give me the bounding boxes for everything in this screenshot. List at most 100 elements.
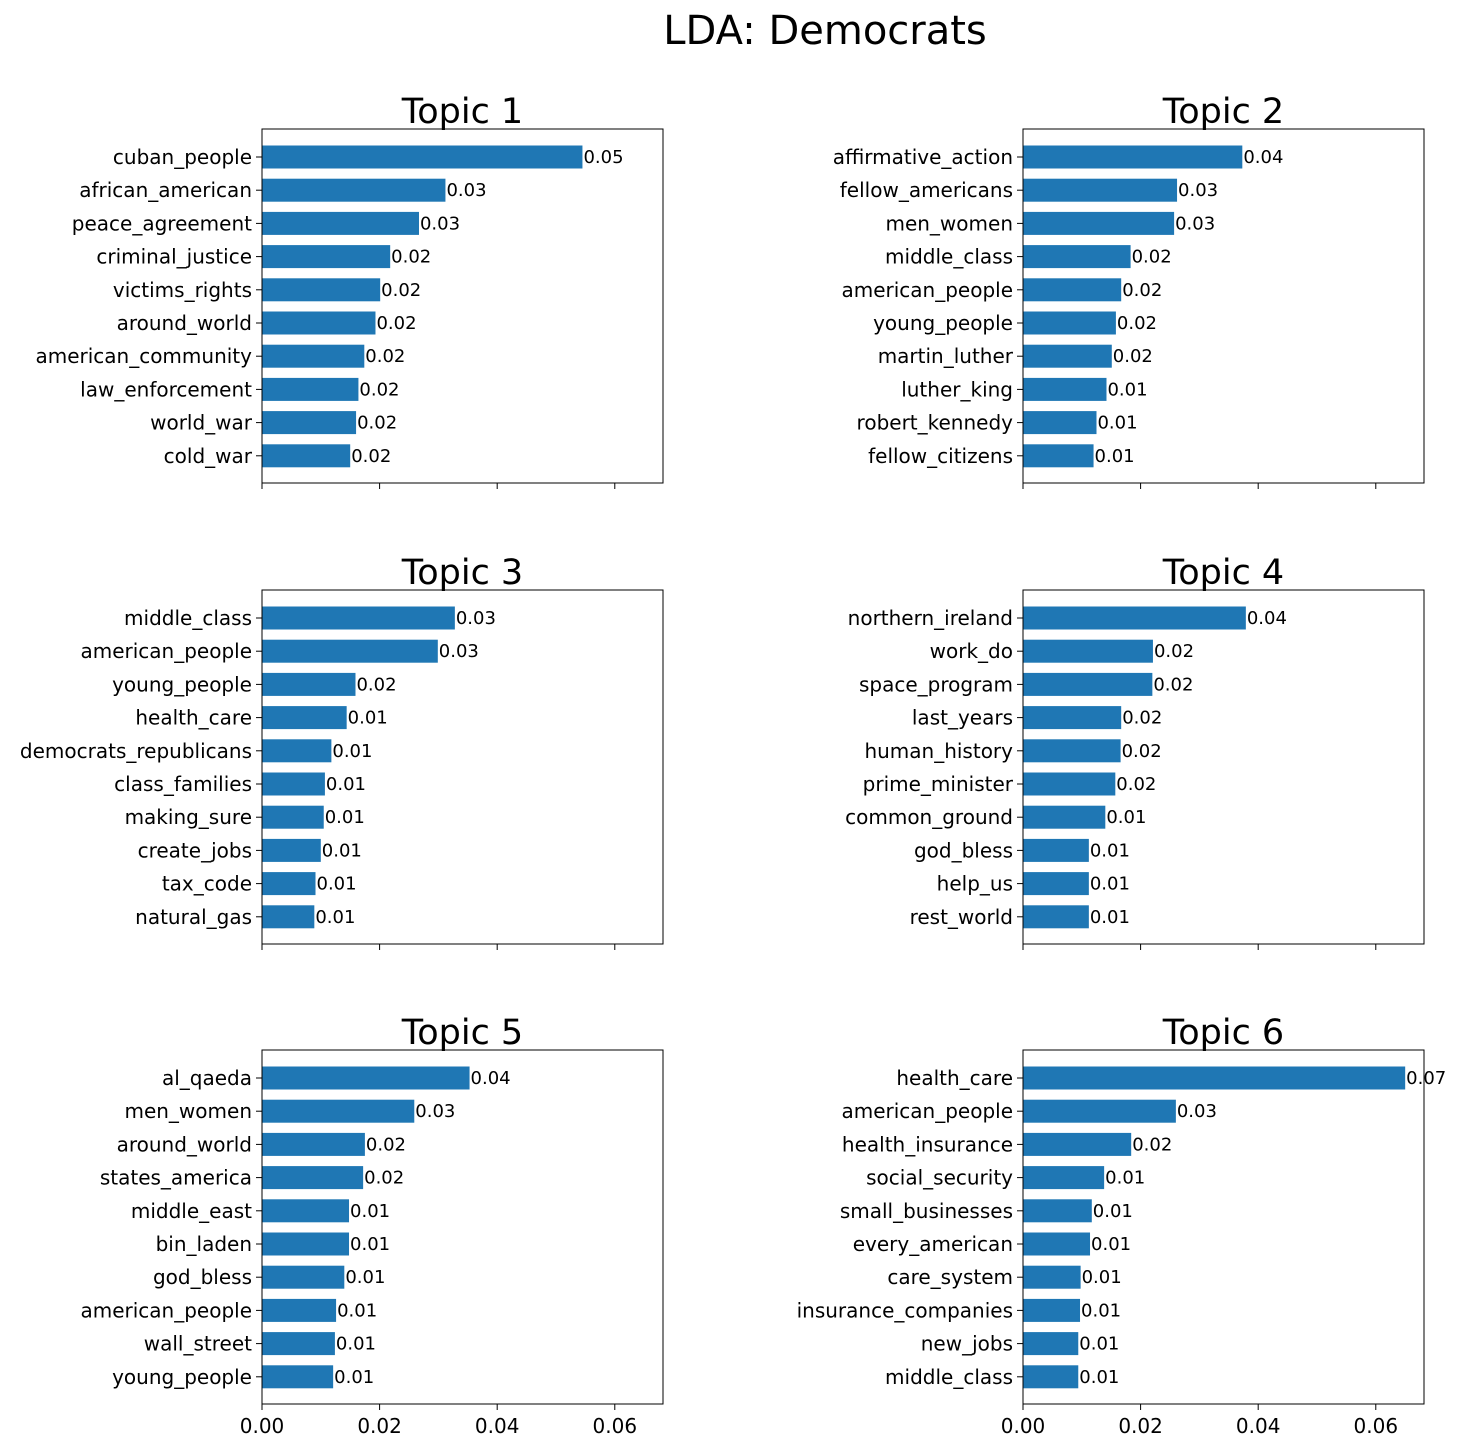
topic-4-value-label: 0.01 — [1090, 907, 1130, 928]
topic-3-category-label: tax_code — [162, 872, 252, 896]
topic-5-bar — [262, 1298, 337, 1322]
topic-6-xtick-label: 0.00 — [1001, 1414, 1046, 1438]
topic-1-category-label: peace_agreement — [72, 211, 252, 235]
topic-5-value-label: 0.02 — [364, 1168, 404, 1189]
topic-6-value-label: 0.01 — [1079, 1367, 1119, 1388]
topic-1-category-label: criminal_justice — [96, 245, 252, 269]
topic-2-category-label: robert_kennedy — [857, 411, 1014, 435]
topic-6-category-label: care_system — [887, 1265, 1013, 1289]
topic-6-category-label: new_jobs — [921, 1332, 1013, 1356]
topic-6-bar — [1023, 1298, 1081, 1322]
topic-6-bar — [1023, 1166, 1105, 1190]
topic-1-bar — [262, 245, 391, 269]
topic-1-category-label: african_american — [79, 178, 252, 202]
topic-2-title: Topic 2 — [1162, 92, 1284, 132]
topic-4-category-label: space_program — [859, 672, 1013, 696]
topic-6-value-label: 0.01 — [1082, 1267, 1122, 1288]
topic-4-value-label: 0.02 — [1116, 774, 1156, 795]
topic-6-value-label: 0.01 — [1079, 1334, 1119, 1355]
topic-2-bar — [1023, 145, 1243, 169]
topic-1-bar — [262, 278, 381, 302]
topic-4-category-label: god_bless — [914, 838, 1013, 862]
topic-3-category-label: democrats_republicans — [20, 739, 252, 763]
topic-2-category-label: fellow_americans — [840, 178, 1013, 202]
topic-6-category-label: middle_class — [885, 1365, 1013, 1389]
topic-2-axes-frame — [1022, 128, 1425, 484]
topic-1-value-label: 0.02 — [359, 379, 399, 400]
topic-1-bar — [262, 344, 365, 368]
topic-1-category-label: world_war — [150, 411, 253, 435]
topic-3-panel: Topic 3 middle_class 0.03 american_people 0.… — [20, 553, 664, 950]
topic-4-bar — [1023, 639, 1153, 663]
topic-6-value-label: 0.01 — [1081, 1300, 1121, 1321]
topic-1-bar — [262, 178, 446, 202]
topic-2-bar — [1023, 211, 1175, 235]
topic-2-category-label: luther_king — [901, 377, 1013, 401]
topic-5-value-label: 0.01 — [350, 1201, 390, 1222]
topic-2-bar — [1023, 245, 1131, 269]
topic-1-title: Topic 1 — [401, 92, 523, 132]
topic-5-category-label: around_world — [117, 1132, 252, 1156]
topic-4-bar — [1023, 706, 1122, 730]
topic-4-title: Topic 4 — [1162, 553, 1284, 593]
topic-6-category-label: health_care — [896, 1066, 1013, 1090]
topic-5-value-label: 0.03 — [415, 1101, 455, 1122]
topic-5-title: Topic 5 — [401, 1013, 523, 1053]
topic-5-bar — [262, 1365, 334, 1389]
topic-1-category-label: around_world — [117, 311, 252, 335]
topic-1-value-label: 0.02 — [351, 446, 391, 467]
topic-6-value-label: 0.01 — [1093, 1201, 1133, 1222]
topic-3-axes-frame — [261, 589, 664, 945]
topic-3-bar — [262, 772, 325, 796]
topic-2-panel: Topic 2 affirmative_action 0.04 fellow_amer… — [833, 92, 1425, 489]
topic-4-bar — [1023, 739, 1121, 763]
topic-6-category-label: every_american — [853, 1232, 1013, 1256]
topic-4-category-label: prime_minister — [863, 772, 1014, 796]
topic-3-category-label: health_care — [135, 706, 252, 730]
topic-1-value-label: 0.05 — [583, 147, 623, 168]
topic-1-category-label: cuban_people — [113, 145, 252, 169]
topic-3-bar — [262, 838, 321, 862]
topic-2-bar — [1023, 344, 1112, 368]
topic-1-bar — [262, 444, 351, 468]
topic-4-category-label: work_do — [930, 639, 1013, 663]
topic-3-value-label: 0.01 — [348, 708, 388, 729]
topic-4-bar — [1023, 872, 1089, 896]
topic-5-category-label: american_people — [80, 1298, 252, 1322]
topic-2-value-label: 0.04 — [1243, 147, 1283, 168]
topic-3-value-label: 0.01 — [326, 774, 366, 795]
topic-3-value-label: 0.01 — [322, 840, 362, 861]
topic-6-title: Topic 6 — [1162, 1013, 1284, 1053]
topic-5-bar — [262, 1232, 350, 1256]
topic-1-category-label: victims_rights — [113, 278, 252, 302]
topic-6-axes-frame — [1022, 1049, 1425, 1405]
topic-1-bar — [262, 145, 583, 169]
topic-3-bar — [262, 805, 324, 829]
topic-6-xtick-label: 0.02 — [1118, 1414, 1163, 1438]
topic-4-value-label: 0.02 — [1122, 708, 1162, 729]
topic-2-value-label: 0.02 — [1117, 313, 1157, 334]
topic-3-value-label: 0.01 — [325, 807, 365, 828]
topic-3-category-label: natural_gas — [135, 905, 252, 929]
topic-5-bar — [262, 1265, 345, 1289]
topic-4-axes-frame — [1022, 589, 1425, 945]
topic-3-category-label: middle_class — [124, 606, 252, 630]
topic-5-category-label: states_america — [100, 1166, 252, 1190]
topic-1-value-label: 0.03 — [420, 213, 460, 234]
topic-2-category-label: affirmative_action — [833, 145, 1013, 169]
topic-4-category-label: help_us — [937, 872, 1013, 896]
topic-5-bar — [262, 1066, 470, 1090]
topic-4-bar — [1023, 672, 1153, 696]
topic-1-value-label: 0.02 — [357, 413, 397, 434]
topic-4-bar — [1023, 772, 1116, 796]
topic-1-value-label: 0.02 — [376, 313, 416, 334]
topic-5-category-label: bin_laden — [156, 1232, 252, 1256]
topic-4-category-label: last_years — [912, 706, 1013, 730]
topic-3-title: Topic 3 — [401, 553, 523, 593]
topic-6-bar — [1023, 1199, 1092, 1223]
topic-1-value-label: 0.03 — [446, 180, 486, 201]
topic-1-value-label: 0.02 — [381, 280, 421, 301]
topic-3-bar — [262, 905, 315, 929]
topic-1-bar — [262, 211, 419, 235]
topic-4-panel: Topic 4 northern_ireland 0.04 work_do 0.02 sp… — [845, 553, 1425, 950]
